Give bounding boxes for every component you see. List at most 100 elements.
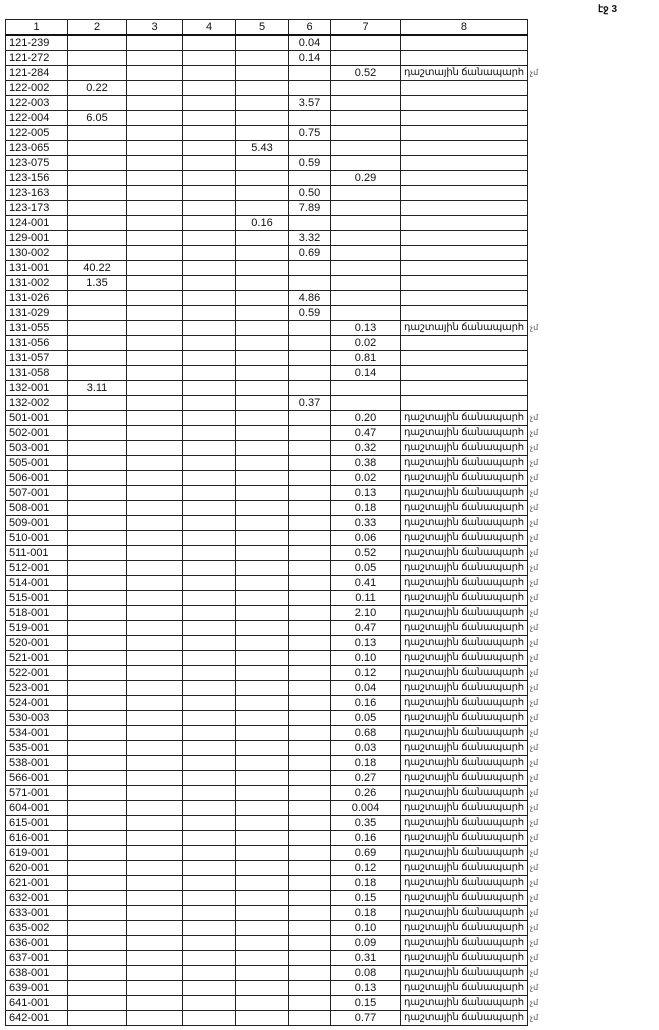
cell-col-6 — [288, 80, 331, 96]
margin-mark: չմ — [529, 728, 539, 737]
cell-col-3 — [126, 320, 183, 336]
margin-mark: չմ — [529, 608, 539, 617]
cell-col-3 — [126, 380, 183, 396]
cell-col-4 — [182, 1010, 236, 1026]
cell-col-2 — [67, 905, 127, 921]
margin-mark: չմ — [529, 578, 539, 587]
cell-col-2: 6.05 — [67, 110, 127, 126]
margin-mark: չմ — [529, 518, 539, 527]
cell-col-5 — [235, 155, 289, 171]
cell-col-6 — [288, 620, 331, 636]
cell-col-5 — [235, 395, 289, 411]
cell-col-5 — [235, 725, 289, 741]
cell-col-3 — [126, 335, 183, 351]
cell-col-6 — [288, 965, 331, 981]
cell-col-7 — [330, 110, 401, 126]
cell-col-5 — [235, 170, 289, 186]
margin-mark: չմ — [529, 458, 539, 467]
cell-col-7 — [330, 125, 401, 141]
table-row: 538-001 0.18 դաշտային ճանապարհ չմ — [5, 755, 548, 771]
cell-col-8 — [400, 230, 528, 246]
margin-mark — [527, 141, 547, 156]
cell-col-6 — [288, 260, 331, 276]
table-row: 530-003 0.05 դաշտային ճանապարհ չմ — [5, 710, 548, 726]
table-row: 132-001 3.11 — [5, 380, 548, 396]
margin-mark — [527, 231, 547, 246]
cell-col-2 — [67, 350, 127, 366]
column-header-3: 3 — [126, 19, 183, 36]
cell-col-5 — [235, 125, 289, 141]
table-row: 638-001 0.08 դաշտային ճանապարհ չմ — [5, 965, 548, 981]
cell-col-2 — [67, 575, 127, 591]
cell-col-6: 3.57 — [288, 95, 331, 111]
cell-col-3 — [126, 200, 183, 216]
cell-col-3 — [126, 830, 183, 846]
cell-col-2 — [67, 200, 127, 216]
cell-col-8: դաշտային ճանապարհ — [400, 950, 528, 966]
cell-col-6 — [288, 695, 331, 711]
cell-col-8: դաշտային ճանապարհ — [400, 920, 528, 936]
cell-col-3 — [126, 110, 183, 126]
cell-col-5 — [235, 515, 289, 531]
cell-col-7 — [330, 245, 401, 261]
cell-col-2 — [67, 215, 127, 231]
margin-mark: չմ — [529, 638, 539, 647]
cell-col-7: 0.004 — [330, 800, 401, 816]
table-row: 566-001 0.27 դաշտային ճանապարհ չմ — [5, 770, 548, 786]
cell-col-8: դաշտային ճանապարհ — [400, 605, 528, 621]
cell-col-8: դաշտային ճանապարհ — [400, 875, 528, 891]
cell-col-5 — [235, 485, 289, 501]
cell-col-2 — [67, 245, 127, 261]
cell-col-4 — [182, 110, 236, 126]
table-row: 535-001 0.03 դաշտային ճանապարհ չմ — [5, 740, 548, 756]
cell-col-6 — [288, 635, 331, 651]
cell-col-6 — [288, 920, 331, 936]
cell-col-8: դաշտային ճանապարհ — [400, 65, 528, 81]
cell-col-6 — [288, 440, 331, 456]
table-row: 523-001 0.04 դաշտային ճանապարհ չմ — [5, 680, 548, 696]
cell-col-4 — [182, 500, 236, 516]
cell-col-2 — [67, 665, 127, 681]
cell-col-1: 633-001 — [5, 905, 68, 921]
cell-col-4 — [182, 410, 236, 426]
margin-mark: չմ — [529, 818, 539, 827]
cell-col-1: 123-065 — [5, 140, 68, 156]
cell-col-8 — [400, 110, 528, 126]
cell-col-7: 0.15 — [330, 995, 401, 1011]
cell-col-4 — [182, 34, 236, 51]
margin-mark: չմ — [529, 668, 539, 677]
table-row: 520-001 0.13 դաշտային ճանապարհ չմ — [5, 635, 548, 651]
cell-col-1: 509-001 — [5, 515, 68, 531]
cell-col-3 — [126, 590, 183, 606]
cell-col-7 — [330, 395, 401, 411]
column-header-7: 7 — [330, 19, 401, 36]
table-row: 131-058 0.14 — [5, 365, 548, 381]
cell-col-5 — [235, 965, 289, 981]
cell-col-8 — [400, 395, 528, 411]
cell-col-3 — [126, 845, 183, 861]
table-row: 604-001 0.004 դաշտային ճանապարհ չմ — [5, 800, 548, 816]
cell-col-4 — [182, 440, 236, 456]
cell-col-3 — [126, 740, 183, 756]
cell-col-1: 518-001 — [5, 605, 68, 621]
cell-col-1: 122-002 — [5, 80, 68, 96]
cell-col-5 — [235, 695, 289, 711]
cell-col-4 — [182, 680, 236, 696]
cell-col-6 — [288, 515, 331, 531]
cell-col-8: դաշտային ճանապարհ — [400, 995, 528, 1011]
cell-col-6 — [288, 140, 331, 156]
margin-mark: չմ — [529, 923, 539, 932]
cell-col-5 — [235, 200, 289, 216]
cell-col-3 — [126, 80, 183, 96]
cell-col-3 — [126, 230, 183, 246]
cell-col-5 — [235, 425, 289, 441]
cell-col-1: 131-026 — [5, 290, 68, 306]
cell-col-3 — [126, 605, 183, 621]
cell-col-4 — [182, 815, 236, 831]
cell-col-5 — [235, 755, 289, 771]
cell-col-1: 642-001 — [5, 1010, 68, 1026]
cell-col-2 — [67, 740, 127, 756]
cell-col-7: 0.02 — [330, 470, 401, 486]
cell-col-1: 507-001 — [5, 485, 68, 501]
cell-col-7: 0.13 — [330, 485, 401, 501]
